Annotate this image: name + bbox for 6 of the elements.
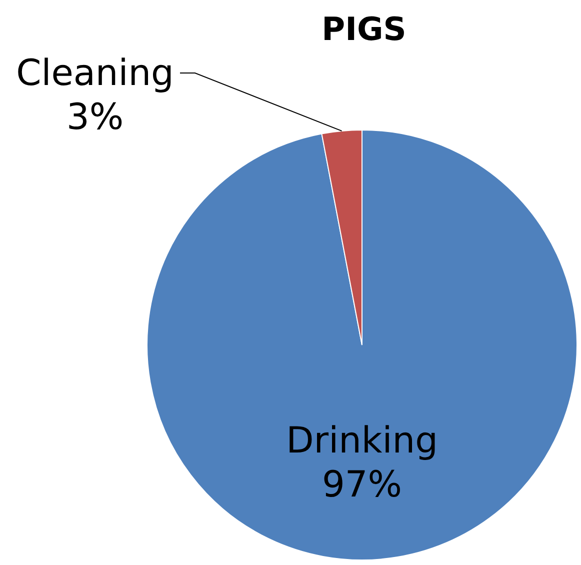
pie-slice — [146, 130, 578, 560]
chart-title: PIGS — [322, 10, 406, 48]
data-label: 3% — [66, 97, 124, 138]
slice-label: Drinking — [286, 420, 438, 462]
data-label: 97% — [322, 464, 402, 506]
slice-label: Cleaning — [16, 53, 174, 94]
